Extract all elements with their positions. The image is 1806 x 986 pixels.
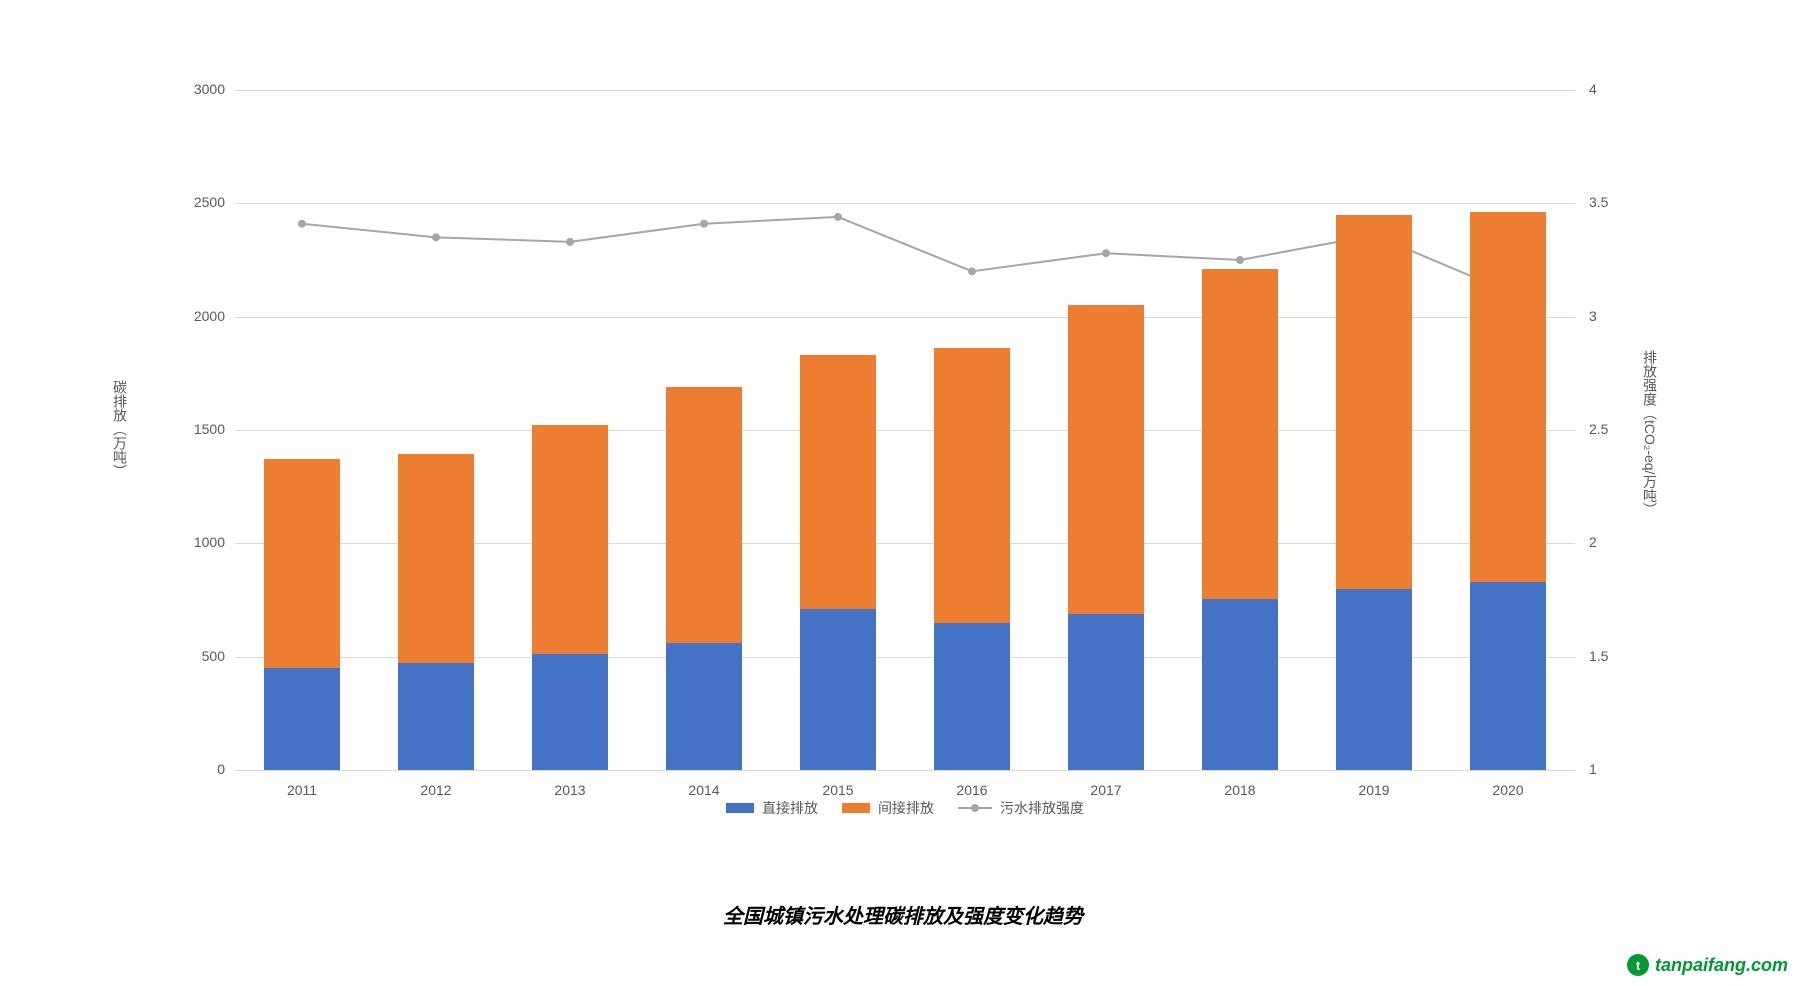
y2-tick-label: 1.5: [1589, 648, 1649, 664]
bar-group: [666, 387, 742, 770]
chart-container: 碳排放（万吨） 排放强度（tCO₂-eq/万吨） 050010001500200…: [140, 80, 1670, 860]
y2-tick-label: 2.5: [1589, 421, 1649, 437]
grid-line: [235, 90, 1575, 91]
y1-tick-label: 2000: [165, 308, 225, 324]
bar-direct: [800, 609, 876, 770]
y1-tick-label: 0: [165, 761, 225, 777]
bar-direct: [934, 623, 1010, 770]
legend-item-intensity: 污水排放强度: [958, 798, 1084, 818]
chart-title: 全国城镇污水处理碳排放及强度变化趋势: [723, 900, 1083, 929]
y1-axis-title: 碳排放（万吨）: [110, 380, 130, 478]
x-tick-label: 2020: [1492, 782, 1523, 798]
bar-indirect: [1336, 215, 1412, 589]
legend-item-indirect: 间接排放: [842, 798, 934, 818]
grid-line: [235, 770, 1575, 771]
y1-tick-label: 1500: [165, 421, 225, 437]
y1-tick-label: 3000: [165, 81, 225, 97]
x-tick-label: 2013: [554, 782, 585, 798]
bar-group: [800, 355, 876, 770]
grid-line: [235, 203, 1575, 204]
bar-direct: [398, 663, 474, 770]
bar-group: [1202, 269, 1278, 770]
y2-tick-label: 3: [1589, 308, 1649, 324]
legend-label-intensity: 污水排放强度: [1000, 798, 1084, 818]
bar-indirect: [1068, 305, 1144, 613]
bar-indirect: [1470, 212, 1546, 581]
bar-indirect: [264, 459, 340, 668]
plot-area: 05001000150020002500300011.522.533.54201…: [235, 90, 1575, 770]
bar-indirect: [1202, 269, 1278, 599]
x-tick-label: 2011: [287, 782, 317, 798]
legend-label-indirect: 间接排放: [878, 798, 934, 818]
bar-direct: [532, 654, 608, 770]
bar-direct: [1068, 614, 1144, 770]
legend-item-direct: 直接排放: [726, 798, 818, 818]
bar-group: [532, 425, 608, 770]
x-tick-label: 2015: [822, 782, 853, 798]
y1-tick-label: 500: [165, 648, 225, 664]
watermark-text: tanpaifang.com: [1655, 955, 1788, 976]
y2-tick-label: 2: [1589, 534, 1649, 550]
x-tick-label: 2018: [1224, 782, 1255, 798]
bar-direct: [666, 643, 742, 770]
bar-group: [1470, 212, 1546, 770]
bar-indirect: [666, 387, 742, 643]
y2-tick-label: 1: [1589, 761, 1649, 777]
bar-direct: [264, 668, 340, 770]
legend-line-intensity: [958, 807, 992, 809]
watermark-badge-icon: t: [1627, 954, 1649, 976]
y1-tick-label: 2500: [165, 194, 225, 210]
bar-indirect: [532, 425, 608, 654]
y1-tick-label: 1000: [165, 534, 225, 550]
bar-group: [398, 454, 474, 770]
legend-swatch-direct: [726, 803, 754, 813]
bar-group: [264, 459, 340, 770]
legend-label-direct: 直接排放: [762, 798, 818, 818]
x-tick-label: 2012: [420, 782, 451, 798]
x-tick-label: 2017: [1090, 782, 1121, 798]
bar-indirect: [934, 348, 1010, 622]
bar-indirect: [800, 355, 876, 609]
bar-group: [1336, 215, 1412, 770]
y2-tick-label: 3.5: [1589, 194, 1649, 210]
watermark: t tanpaifang.com: [1627, 954, 1788, 976]
bar-group: [934, 348, 1010, 770]
legend: 直接排放 间接排放 污水排放强度: [726, 798, 1084, 818]
x-tick-label: 2014: [688, 782, 719, 798]
x-tick-label: 2016: [956, 782, 987, 798]
legend-swatch-indirect: [842, 803, 870, 813]
bar-indirect: [398, 454, 474, 664]
x-tick-label: 2019: [1358, 782, 1389, 798]
bar-group: [1068, 305, 1144, 770]
y2-tick-label: 4: [1589, 81, 1649, 97]
bar-direct: [1336, 589, 1412, 770]
bar-direct: [1470, 582, 1546, 770]
bar-direct: [1202, 599, 1278, 770]
